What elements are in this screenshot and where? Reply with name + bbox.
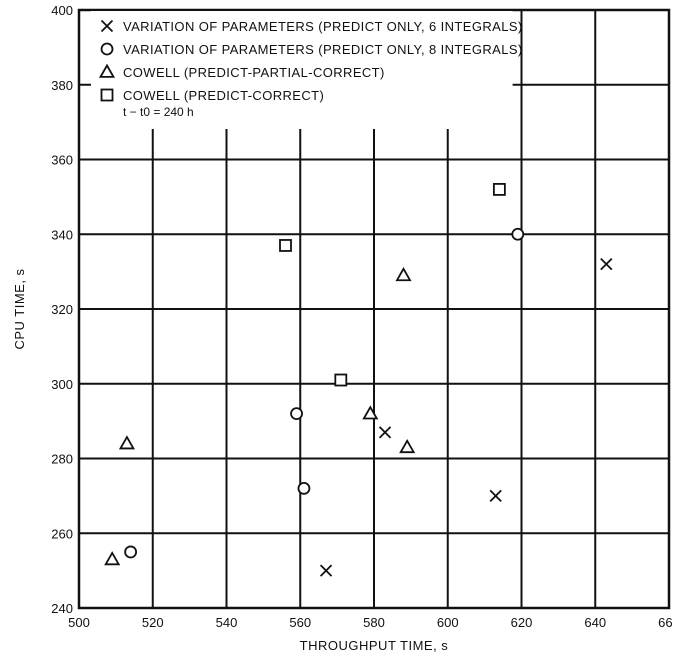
y-tick-label: 360: [51, 153, 73, 168]
legend-label: VARIATION OF PARAMETERS (PREDICT ONLY, 6…: [123, 19, 523, 34]
legend-marker-x: [100, 19, 114, 33]
y-tick-label: 380: [51, 78, 73, 93]
x-axis-label: THROUGHPUT TIME, s: [300, 638, 449, 653]
y-tick-label: 280: [51, 452, 73, 467]
data-point-triangle: [399, 438, 416, 454]
plot-frame: [77, 8, 671, 610]
legend-marker-square: [100, 88, 114, 102]
data-point-x: [600, 258, 613, 271]
data-point-triangle: [362, 405, 379, 420]
data-point-triangle: [104, 551, 121, 566]
data-point-circle: [511, 227, 525, 241]
legend-label: VARIATION OF PARAMETERS (PREDICT ONLY, 8…: [123, 42, 523, 57]
data-point-x: [489, 489, 502, 503]
data-point-square: [334, 373, 348, 387]
data-point-circle: [124, 545, 138, 559]
data-point-circle: [290, 407, 303, 421]
legend-marker-triangle: [98, 63, 116, 78]
data-points: [104, 182, 613, 577]
x-tick-label: 640: [584, 615, 606, 630]
data-point-triangle: [395, 267, 412, 282]
legend-background: [91, 11, 513, 129]
legend-label: COWELL (PREDICT-PARTIAL-CORRECT): [123, 65, 385, 80]
x-tick-label: 620: [511, 615, 533, 630]
y-tick-label: 260: [51, 526, 73, 541]
y-tick-label: 340: [51, 227, 73, 242]
legend: VARIATION OF PARAMETERS (PREDICT ONLY, 6…: [91, 11, 523, 129]
legend-annotation: t − t0 = 240 h: [123, 105, 194, 119]
y-tick-label: 320: [51, 302, 73, 317]
x-tick-label: 520: [142, 615, 164, 630]
y-tick-label: 300: [51, 377, 73, 392]
legend-label: COWELL (PREDICT-CORRECT): [123, 88, 324, 103]
x-tick-label: 600: [437, 615, 459, 630]
x-tick-label: 580: [363, 615, 385, 630]
legend-marker-circle: [100, 42, 114, 56]
y-tick-label: 400: [51, 3, 73, 18]
data-point-circle: [297, 481, 311, 495]
data-point-x: [378, 426, 392, 439]
y-tick-label: 240: [51, 601, 73, 616]
x-tick-label: 660: [658, 615, 673, 630]
tick-labels: 500 520 540 560 580 600 620 640 660 240 260 280 300 3…: [51, 3, 673, 630]
data-point-square: [492, 182, 506, 196]
data-point-square: [279, 239, 292, 252]
y-axis-label: CPU TIME, s: [12, 268, 27, 349]
data-point-triangle: [118, 435, 135, 450]
x-tick-label: 500: [68, 615, 90, 630]
x-tick-label: 540: [216, 615, 238, 630]
x-tick-label: 560: [289, 615, 311, 630]
data-point-x: [319, 564, 333, 577]
